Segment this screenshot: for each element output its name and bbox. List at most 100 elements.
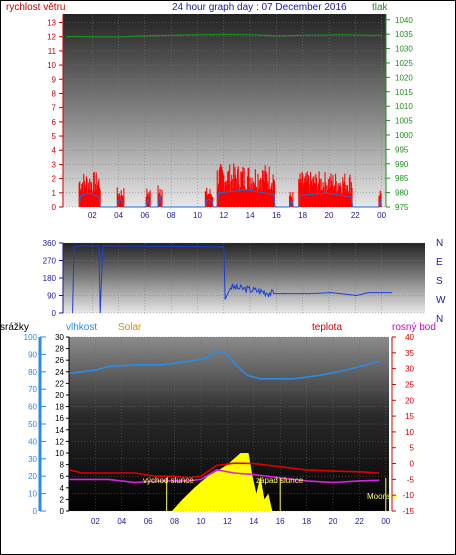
climate-x-tick-label: 06 [144,517,153,526]
pressure-line [65,33,382,38]
dewpoint-label: rosný bod [392,322,436,333]
temperature-tick-label: 10 [405,428,414,437]
solar-tick-label: 16 [55,414,64,423]
solar-tick-label: 14 [55,426,64,435]
wind-x-tick-label: 04 [114,211,123,220]
pressure-label: tlak [372,2,389,13]
direction-tick-label: 270 [43,257,57,266]
solar-tick-label: 8 [60,461,65,470]
wind-x-tick-label: 00 [377,211,386,220]
temperature-tick-label: 20 [405,396,414,405]
sunrise-label: východ slunce [143,476,194,485]
rain-tick-label: 10 [28,490,37,499]
solar-tick-label: 24 [55,368,64,377]
direction-tick-label: 360 [43,239,57,248]
pressure-tick-label: 980 [395,189,409,198]
climate-x-tick-label: 12 [223,517,232,526]
climate-panel-axes: 0102030405060708090100024681012141618202… [24,333,415,526]
compass-label: N [436,238,443,249]
rain-tick-label: 60 [28,403,37,412]
pressure-tick-label: 1035 [395,30,413,39]
wind-panel-grid [63,14,386,208]
wind-panel-background [63,14,386,207]
climate-x-tick-label: 20 [329,517,338,526]
rain-tick-label: 70 [28,385,37,394]
rain-tick-label: 80 [28,368,37,377]
temperature-tick-label: 15 [405,412,414,421]
temperature-line [68,462,380,479]
moonset-label: Moonset [367,492,398,501]
direction-panel-grid [63,242,425,314]
direction-tick-label: 180 [43,274,57,283]
temperature-tick-label: -5 [407,475,415,484]
pressure-tick-label: 1030 [395,45,413,54]
compass-label: N [436,314,443,325]
solar-tick-label: 26 [55,356,64,365]
wind-tick-label: 11 [48,47,57,56]
solar-tick-label: 28 [55,345,64,354]
climate-x-tick-label: 08 [170,517,179,526]
wind-x-tick-label: 08 [167,211,176,220]
wind-x-tick-label: 06 [140,211,149,220]
wind-x-tick-label: 22 [351,211,360,220]
wind-tick-label: 7 [52,104,57,113]
rain-tick-label: 30 [28,455,37,464]
wind-x-tick-label: 10 [193,211,202,220]
temperature-tick-label: 40 [405,333,414,342]
temperature-tick-label: 35 [405,349,414,358]
pressure-tick-label: 1015 [395,88,413,97]
temperature-tick-label: 5 [410,444,415,453]
pressure-tick-label: 1010 [395,102,413,111]
rain-label: srážky [0,322,29,333]
wind-tick-label: 1 [52,189,57,198]
compass-label: E [436,257,443,268]
temperature-tick-label: -10 [402,491,414,500]
humidity-label: vlhkost [66,322,97,333]
sun-markers [166,477,387,511]
rain-tick-label: 90 [28,350,37,359]
climate-x-tick-label: 02 [91,517,100,526]
solar-tick-label: 2 [60,495,65,504]
solar-tick-label: 22 [55,379,64,388]
wind-x-tick-label: 02 [88,211,97,220]
wind-tick-label: 2 [52,175,57,184]
climate-x-tick-label: 00 [381,517,390,526]
wind-x-tick-label: 18 [298,211,307,220]
direction-tick-label: 90 [47,292,56,301]
wind-direction-line [72,245,393,314]
wind-speed-bars [78,163,383,208]
solar-tick-label: 10 [55,449,64,458]
wind-panel-axes: 0123456789101112139759809859909951000100… [47,14,413,220]
climate-x-tick-label: 22 [355,517,364,526]
rain-tick-label: 20 [28,472,37,481]
solar-tick-label: 30 [55,333,64,342]
direction-tick-label: 0 [52,309,57,318]
solar-tick-label: 20 [55,391,64,400]
wind-x-tick-label: 14 [246,211,255,220]
wind-speed-label: rychlost větru [6,2,65,13]
climate-x-tick-label: 18 [302,517,311,526]
pressure-tick-label: 1040 [395,16,413,25]
rain-tick-label: 0 [33,507,38,516]
solar-tick-label: 18 [55,403,64,412]
solar-tick-label: 6 [60,472,65,481]
rain-tick-label: 50 [28,420,37,429]
wind-x-tick-label: 20 [325,211,334,220]
solar-area [172,453,273,511]
pressure-tick-label: 995 [395,145,409,154]
climate-x-tick-label: 14 [249,517,258,526]
humidity-line [68,350,380,380]
pressure-tick-label: 975 [395,203,409,212]
wind-average-line [78,189,383,208]
solar-tick-label: 4 [60,484,65,493]
temperature-tick-label: 0 [410,460,415,469]
sunset-label: západ slunce [256,476,304,485]
solar-label: Solar [118,322,142,333]
climate-x-tick-label: 16 [276,517,285,526]
pressure-tick-label: 990 [395,160,409,169]
wind-tick-label: 10 [47,61,56,70]
rain-tick-label: 40 [28,437,37,446]
wind-tick-label: 5 [52,132,57,141]
